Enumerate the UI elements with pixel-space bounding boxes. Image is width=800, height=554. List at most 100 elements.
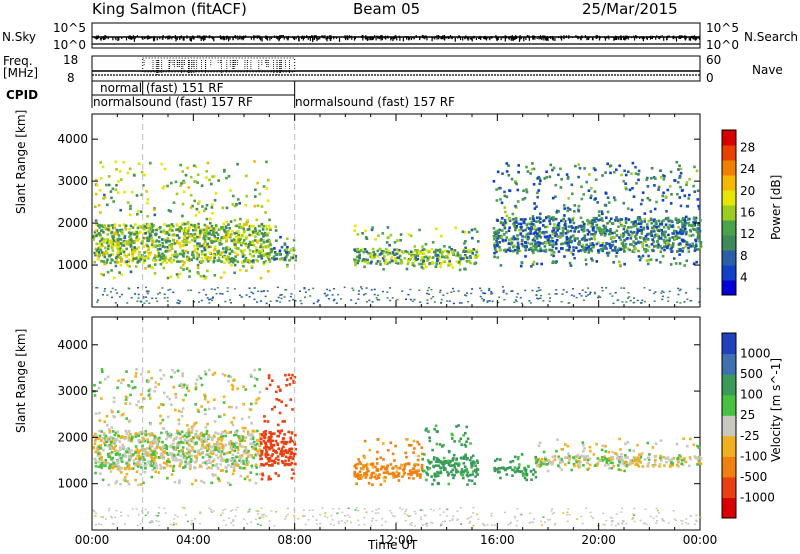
velocity-ground-speck [439,514,442,516]
power-echo-cell [630,243,633,246]
velocity-ground-speck [256,523,259,525]
beam-title: Beam 05 [353,0,421,18]
power-echo-cell [681,240,685,243]
noise-trace-point [546,36,548,41]
power-ground-speck [503,298,506,301]
power-echo-cell [407,259,410,263]
velocity-ground-speck [421,509,424,512]
power-echo-cell [223,261,226,264]
power-echo-cell [153,256,156,260]
power-echo-cell [203,238,207,241]
power-echo-cell [210,203,214,206]
power-echo-cell [441,250,444,254]
power-echo-cell [114,160,118,164]
power-ground-speck [276,286,279,289]
power-echo-cell [513,219,516,223]
velocity-ground-speck [377,512,380,514]
power-echo-cell [565,173,569,176]
power-echo-cell [283,243,287,246]
noise-trace-point [445,37,447,39]
power-echo-cell [516,251,519,255]
velocity-echo-cell [138,440,142,444]
noise-trace-point [554,38,556,41]
velocity-echo-cell [153,466,156,470]
power-ground-speck [179,300,182,302]
power-echo-cell [361,232,364,235]
power-echo-cell [117,249,120,252]
power-ground-speck [488,287,491,290]
velocity-ground-speck [183,507,186,509]
power-echo-cell [567,240,571,244]
power-echo-cell [573,204,577,207]
power-echo-cell [624,182,627,185]
power-echo-cell [657,219,661,223]
power-echo-cell [650,243,654,246]
noise-trace-point [617,36,619,40]
power-echo-cell [251,240,255,243]
power-echo-cell [533,227,536,231]
power-echo-cell [698,229,702,233]
power-echo-cell [98,246,102,249]
power-echo-cell [150,226,154,230]
power-echo-cell [678,262,682,265]
power-echo-cell [500,235,504,239]
velocity-echo-cell [241,459,245,463]
power-echo-cell [641,191,645,194]
velocity-echo-cell [148,445,152,449]
power-ground-speck [118,296,121,298]
power-echo-cell [512,245,515,249]
velocity-echo-cell [187,434,191,438]
noise-trace-point [622,36,625,40]
power-echo-cell [241,255,245,258]
power-echo-cell [593,190,597,193]
power-echo-cell [531,238,535,242]
power-echo-cell [117,239,120,242]
velocity-echo-cell [191,482,194,486]
power-echo-cell [354,263,357,267]
velocity-ground-speck [667,522,670,524]
power-echo-cell [413,245,417,248]
power-echo-cell [364,258,368,261]
velocity-ground-speck [184,514,187,516]
power-echo-cell [99,248,103,252]
power-echo-cell [400,259,403,263]
velocity-echo-cell [133,386,137,389]
power-echo-cell [566,177,570,180]
power-ground-speck [299,300,302,302]
power-echo-cell [604,171,607,174]
power-echo-cell [384,258,388,262]
power-echo-cell [106,247,110,250]
noise-trace-point [242,37,244,41]
power-echo-cell [120,249,124,252]
velocity-echo-cell [158,446,162,449]
power-echo-cell [280,245,284,249]
power-ground-speck [483,299,485,301]
power-echo-cell [179,266,183,269]
power-echo-cell [197,272,200,275]
velocity-ground-speck [661,518,664,520]
power-echo-cell [469,256,472,259]
noise-trace-point [293,36,296,41]
velocity-echo-cell [99,458,103,461]
noise-trace-point [103,36,105,40]
noise-trace-point [619,36,621,40]
velocity-ground-speck [208,507,211,509]
noise-trace-point [200,37,202,41]
power-echo-cell [170,254,174,257]
power-echo-cell [611,222,614,225]
power-echo-cell [680,189,684,192]
velocity-echo-cell [119,482,122,486]
power-echo-cell [378,260,382,263]
velocity-echo-cell [130,380,134,383]
power-echo-cell [618,236,621,239]
power-echo-cell [696,235,700,238]
power-echo-cell [613,246,617,250]
power-ground-speck [537,289,540,292]
velocity-echo-cell [213,420,217,423]
velocity-ground-speck [191,522,194,524]
power-echo-cell [258,229,261,233]
power-echo-cell [644,250,647,254]
noise-trace-point [203,37,205,42]
velocity-ground-speck [232,519,235,521]
velocity-echo-cell [249,471,253,474]
